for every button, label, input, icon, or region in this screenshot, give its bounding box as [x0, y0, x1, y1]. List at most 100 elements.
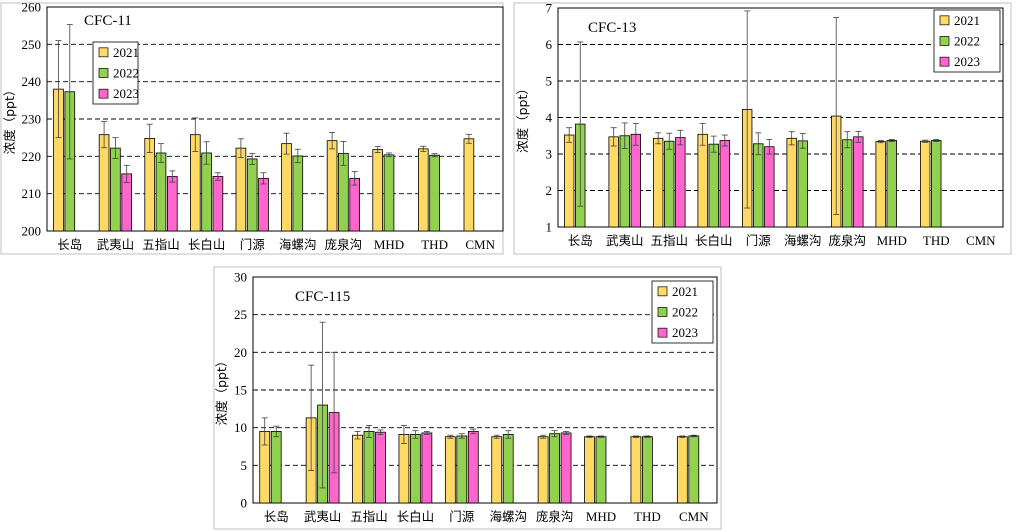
bar-2022-五指山	[155, 152, 167, 232]
x-tick-label: THD	[923, 233, 950, 248]
error-bar	[888, 138, 895, 142]
error-bar	[386, 152, 392, 158]
y-tick-label: 200	[22, 224, 42, 239]
bar-2023-五指山	[375, 431, 386, 504]
error-bar	[755, 132, 762, 156]
bar-2021-长岛	[563, 134, 575, 228]
x-tick-label: 海螺沟	[489, 509, 527, 524]
bar-2023-门源	[258, 177, 269, 232]
bar-2021-长白山	[398, 434, 410, 504]
legend-label: 2023	[113, 86, 139, 101]
error-bar	[721, 134, 728, 147]
bar-2022-武夷山	[619, 135, 630, 228]
x-tick-label: 武夷山	[97, 237, 135, 252]
x-tick-label: 长白山	[695, 233, 733, 248]
error-bar	[566, 127, 573, 143]
bar-2022-庞泉沟	[549, 433, 560, 504]
bar-2022-五指山	[363, 431, 375, 504]
legend-label: 2021	[113, 45, 139, 60]
bar-2022-海螺沟	[797, 140, 808, 228]
x-tick-label: 长白山	[188, 237, 226, 252]
cfc-11-panel: 200 210 220 230 240 250 260 长岛 武夷山 五指山 长白山 门源 海螺沟 庞泉沟…	[0, 0, 504, 255]
bar-2023-五指山	[167, 176, 178, 232]
y-tick-label: 10	[234, 420, 247, 435]
bar-2021-THD	[417, 148, 429, 232]
error-bar	[610, 127, 617, 147]
error-bar	[710, 135, 717, 153]
bar-2023-长白山	[719, 140, 731, 228]
legend-swatch-2023	[939, 56, 950, 67]
bar-2023-长白山	[421, 432, 433, 504]
chart-title: CFC-115	[295, 289, 350, 305]
legend-swatch-2021	[98, 47, 109, 58]
y-axis-label: 浓度（ppt）	[515, 82, 530, 153]
x-tick-label: 门源	[449, 509, 475, 524]
error-bar	[319, 321, 326, 489]
error-bar	[412, 430, 419, 439]
error-bar	[788, 131, 795, 146]
error-bar	[766, 138, 773, 155]
error-bar	[799, 133, 806, 149]
bar-2022-长白山	[708, 143, 719, 228]
error-bar	[586, 435, 593, 438]
error-bar	[249, 152, 256, 165]
x-tick-label: 武夷山	[304, 509, 342, 524]
error-bar	[420, 145, 427, 152]
legend-label: 2021	[954, 13, 980, 28]
y-axis-label: 浓度（ppt）	[2, 84, 17, 155]
bar-2022-THD	[642, 436, 653, 504]
bar-2021-五指山	[652, 137, 664, 228]
bar-2021-THD	[630, 436, 642, 504]
legend: 2021 2022 2023	[651, 280, 714, 344]
error-bar	[855, 130, 862, 143]
chart-title: CFC-11	[84, 13, 132, 29]
cfc-13-panel: 1 2 3 4 5 6 7 长岛 武夷山 五指山 长白山 门源 海螺沟 庞泉沟 MHD THD CMN 浓度（pp…	[513, 1, 1012, 255]
legend-label: 2023	[954, 54, 980, 69]
y-tick-label: 5	[241, 458, 248, 473]
bar-2021-CMN	[676, 436, 688, 504]
error-bar	[690, 434, 697, 438]
bar-2023-五指山	[675, 137, 686, 228]
chart-title: CFC-13	[588, 20, 636, 36]
error-bar	[493, 434, 500, 439]
error-bar	[354, 431, 361, 440]
y-tick-label: 6	[546, 37, 553, 52]
bar-2022-门源	[753, 143, 764, 228]
error-bar	[308, 364, 315, 472]
error-bar	[146, 123, 153, 154]
error-bar	[374, 146, 381, 154]
y-tick-label: 260	[22, 0, 42, 15]
y-tick-label: 2	[546, 183, 553, 198]
error-bar	[577, 41, 584, 207]
error-bar	[632, 435, 639, 438]
bar-2023-庞泉沟	[349, 177, 361, 232]
x-tick-label: 长岛	[264, 509, 289, 524]
x-tick-label: THD	[421, 237, 448, 252]
y-tick-label: 3	[546, 147, 553, 162]
bar-2022-长白山	[410, 434, 421, 504]
y-tick-label: 240	[22, 74, 42, 89]
bar-2022-庞泉沟	[842, 139, 853, 228]
error-bar	[679, 435, 686, 438]
y-tick-label: 220	[22, 149, 42, 164]
x-tick-label: 五指山	[142, 237, 180, 252]
legend-swatch-2023	[98, 88, 109, 99]
legend-swatch-2022	[939, 36, 950, 46]
bar-2021-MHD	[584, 436, 595, 504]
legend-swatch-2023	[657, 327, 668, 338]
error-bar	[377, 429, 384, 435]
bar-2021-庞泉沟	[326, 140, 338, 232]
x-tick-label: MHD	[374, 237, 404, 252]
bar-2021-五指山	[352, 434, 363, 504]
bar-2021-门源	[444, 436, 456, 504]
x-tick-label: 长岛	[57, 237, 82, 252]
error-bar	[540, 434, 547, 439]
legend: 2021 2022 2023	[92, 41, 139, 105]
bar-2022-长岛	[270, 431, 282, 504]
error-bar	[123, 164, 130, 183]
error-bar	[632, 122, 639, 146]
x-tick-label: CMN	[465, 237, 495, 252]
y-tick-label: 0	[241, 496, 248, 511]
y-tick-label: 30	[234, 270, 247, 285]
